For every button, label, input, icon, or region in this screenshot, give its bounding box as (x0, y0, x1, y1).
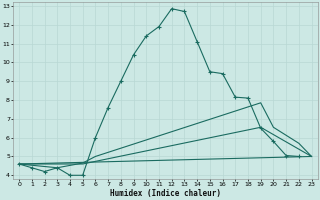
X-axis label: Humidex (Indice chaleur): Humidex (Indice chaleur) (110, 189, 221, 198)
